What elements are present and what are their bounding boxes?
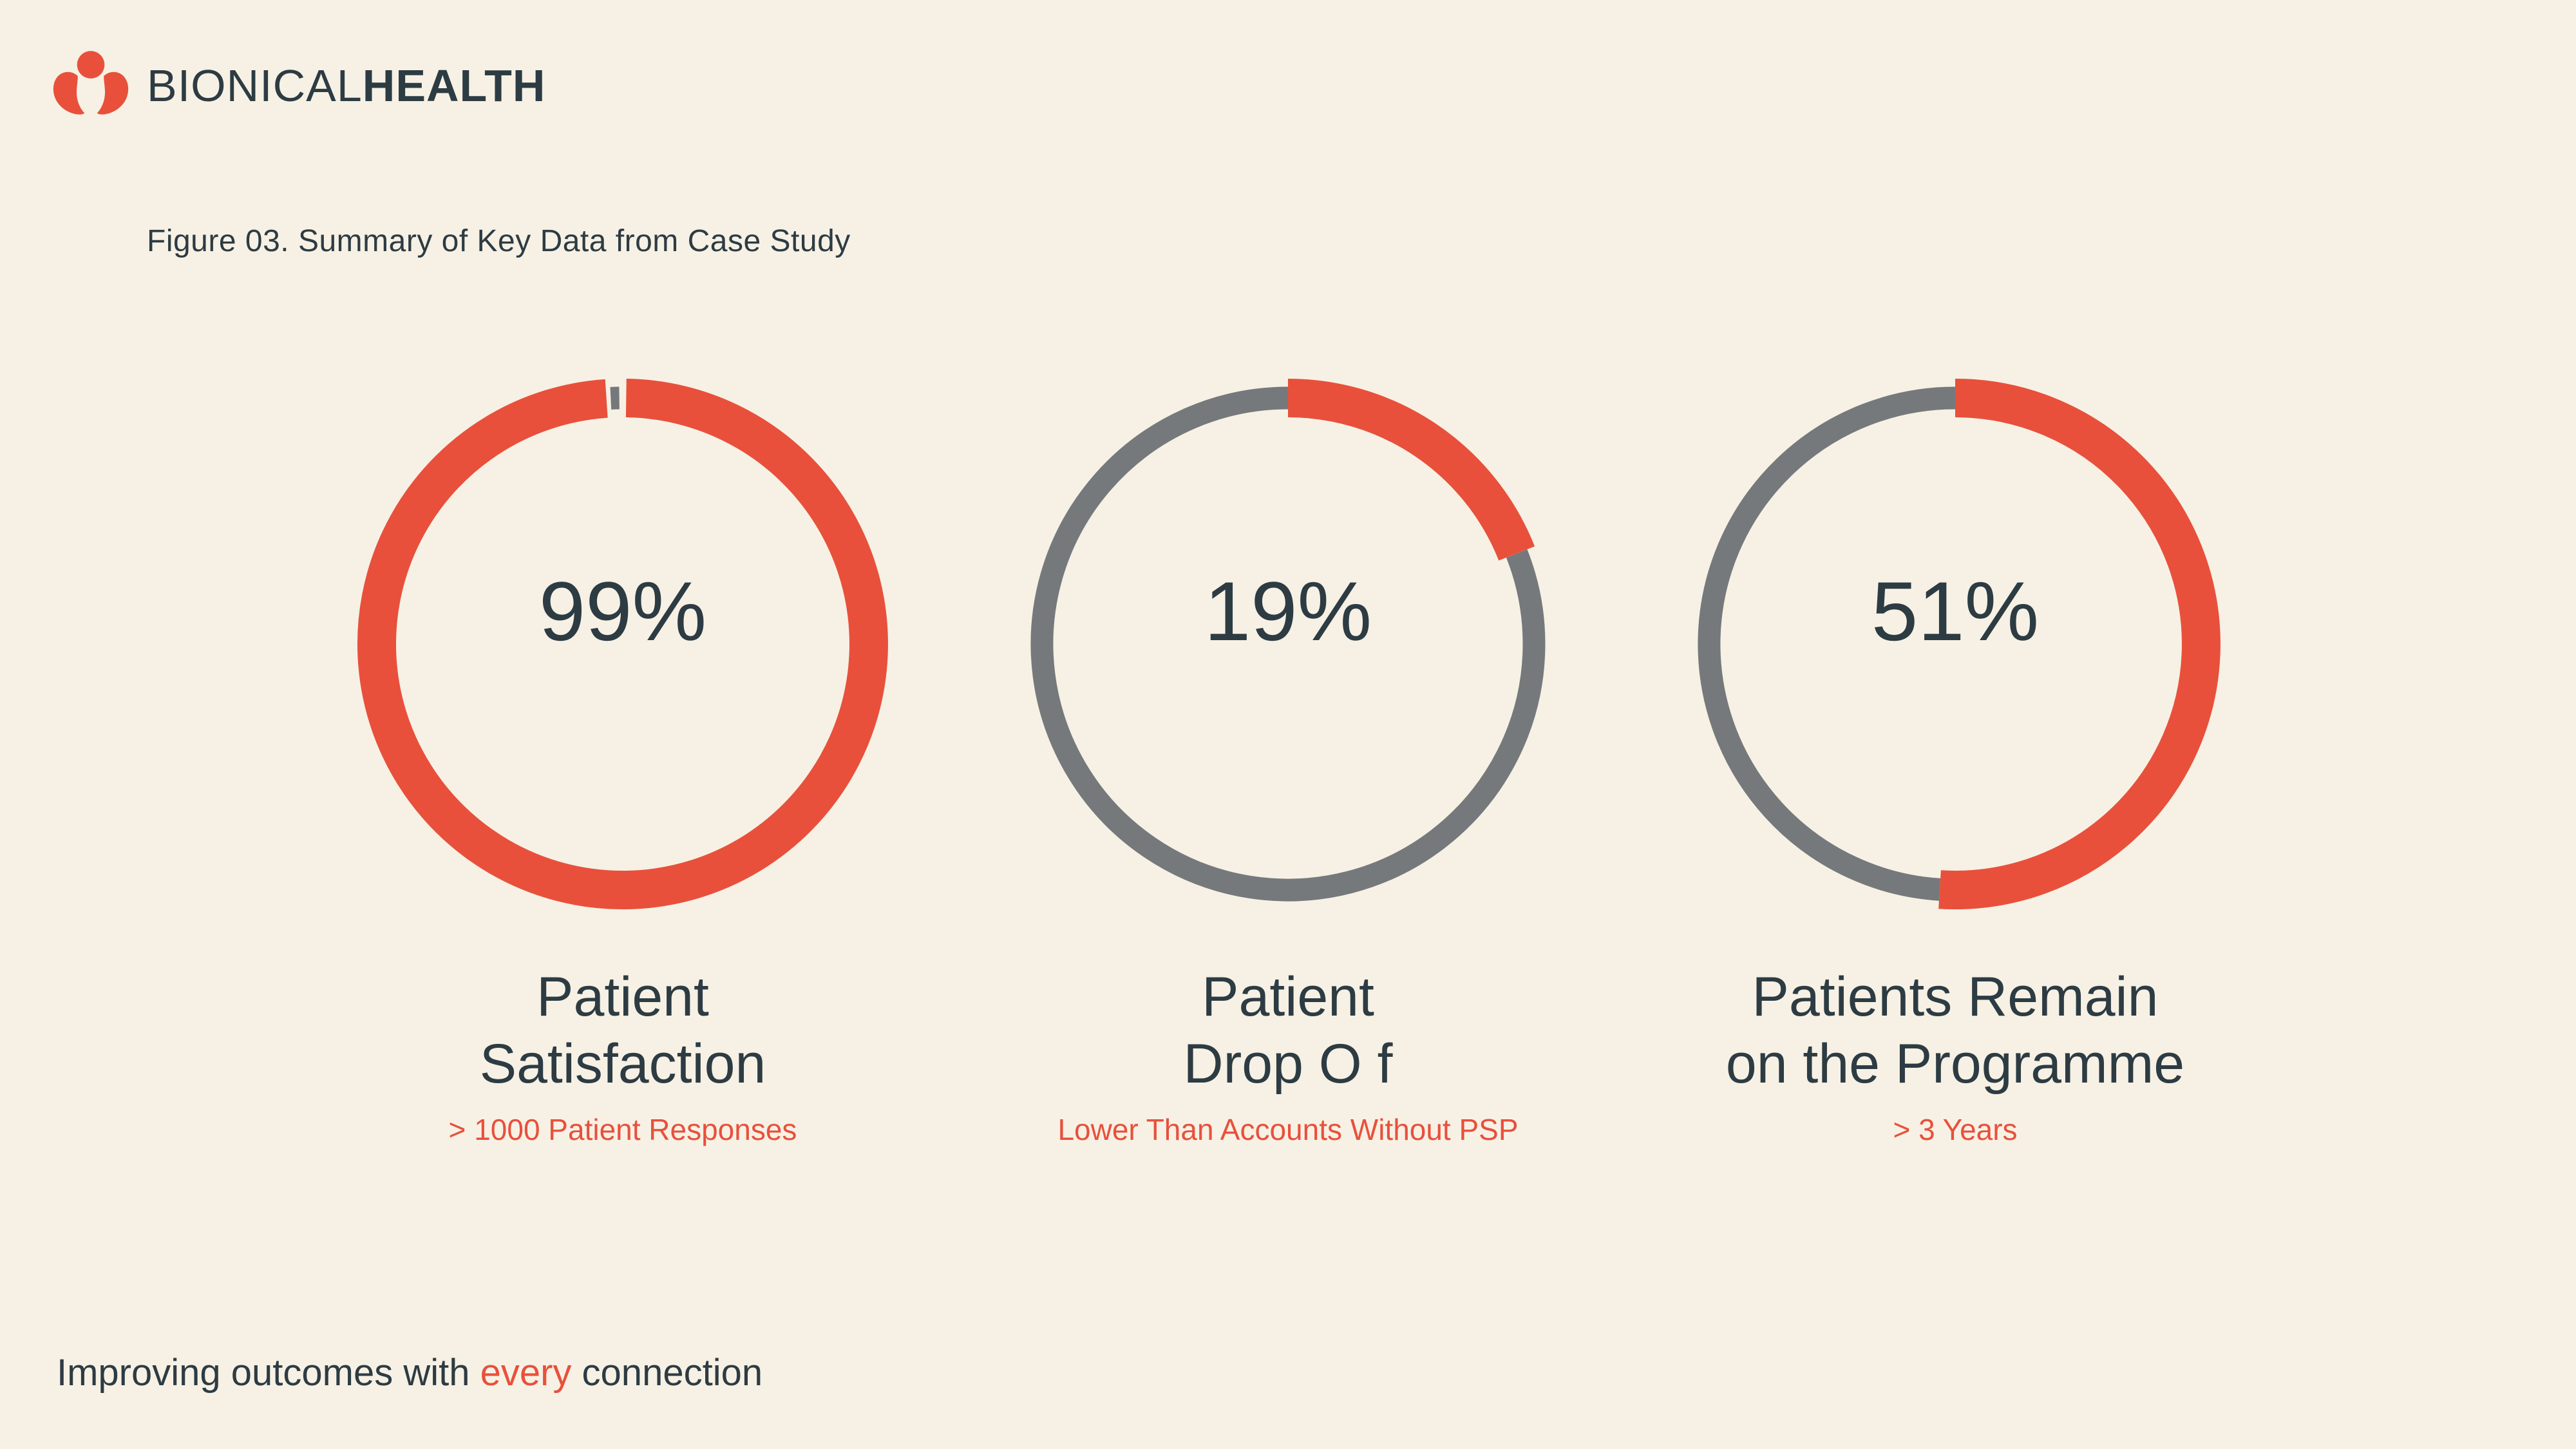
brand-wordmark: BIONICALHEALTH bbox=[147, 60, 545, 111]
donut-value-arc bbox=[357, 379, 888, 909]
donut-chart bbox=[357, 379, 888, 909]
donut-track-arc bbox=[1030, 386, 1546, 902]
donut-value-arc bbox=[1287, 379, 1535, 561]
brand-logo: BIONICALHEALTH bbox=[52, 50, 545, 116]
donut-title: Patients Remain on the Programme bbox=[1659, 963, 2251, 1097]
tagline-suffix: connection bbox=[571, 1352, 763, 1394]
figure-caption: Figure 03. Summary of Key Data from Case… bbox=[147, 224, 851, 258]
donut-value-label: 99% bbox=[538, 564, 707, 658]
donut-title: Patient Drop O f bbox=[992, 963, 1584, 1097]
brand-name-bold: HEALTH bbox=[362, 61, 546, 111]
donut-value-arc bbox=[1938, 379, 2221, 909]
brand-name-light: BIONICAL bbox=[147, 61, 363, 111]
donut-title-line: Drop O f bbox=[1183, 1033, 1393, 1095]
person-heart-icon bbox=[53, 51, 129, 115]
donut-card-patient-satisfaction: 99% Patient Satisfaction > 1000 Patient … bbox=[327, 361, 919, 1185]
donut-value-label: 19% bbox=[1204, 564, 1372, 658]
donut-title-line: Patient bbox=[536, 966, 709, 1028]
tagline-highlight: every bbox=[480, 1352, 572, 1394]
tagline-prefix: Improving outcomes with bbox=[57, 1352, 480, 1394]
donut-sublabel: Lower Than Accounts Without PSP bbox=[1057, 1113, 1519, 1146]
donut-card-patients-remain: 51% Patients Remain on the Programme > 3… bbox=[1659, 361, 2251, 1185]
donut-title: Patient Satisfaction bbox=[327, 963, 919, 1097]
tagline: Improving outcomes with every connection bbox=[57, 1350, 762, 1396]
donut-sublabel: > 3 Years bbox=[1893, 1113, 2018, 1146]
donut-card-patient-drop-off: 19% Patient Drop O f Lower Than Accounts… bbox=[992, 361, 1584, 1185]
donut-title-line: on the Programme bbox=[1725, 1033, 2185, 1095]
donut-value-label: 51% bbox=[1871, 564, 2040, 658]
donut-chart bbox=[1030, 379, 1546, 902]
donut-title-line: Patient bbox=[1202, 966, 1374, 1028]
donut-title-line: Patients Remain bbox=[1752, 966, 2159, 1028]
donut-chart bbox=[1698, 379, 2221, 909]
donut-sublabel: > 1000 Patient Responses bbox=[448, 1113, 797, 1146]
donut-track-arc bbox=[1698, 386, 1956, 901]
donut-title-line: Satisfaction bbox=[479, 1033, 766, 1095]
